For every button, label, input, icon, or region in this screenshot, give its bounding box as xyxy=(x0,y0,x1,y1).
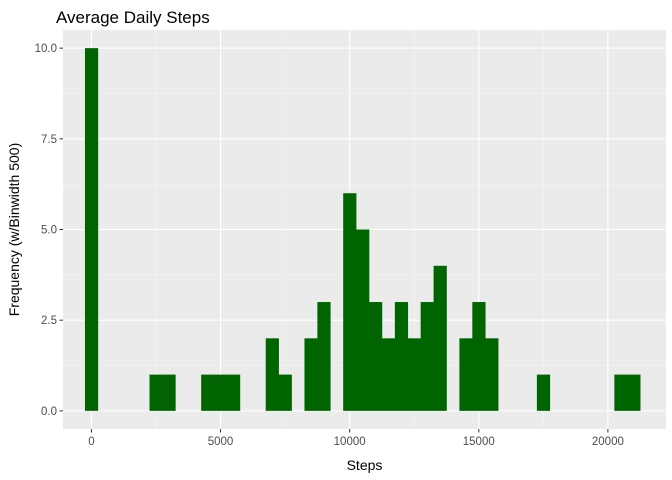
histogram-bar xyxy=(265,338,279,411)
histogram-bar xyxy=(214,374,228,411)
histogram-bar xyxy=(472,302,486,411)
y-axis-title: Frequency (w/Binwidth 500) xyxy=(6,143,22,317)
histogram-bar xyxy=(485,338,499,411)
histogram-bar xyxy=(84,48,99,411)
y-tick-label: 5.0 xyxy=(41,225,57,237)
histogram-bar xyxy=(381,338,396,411)
histogram-bar xyxy=(627,374,641,411)
histogram-bars xyxy=(84,48,641,411)
histogram-bar xyxy=(407,338,421,411)
x-tick-label: 0 xyxy=(88,436,94,448)
histogram-bar xyxy=(459,338,473,411)
histogram-bar xyxy=(201,374,215,411)
y-tick-label: 10.0 xyxy=(35,43,57,55)
chart-title: Average Daily Steps xyxy=(56,8,210,27)
x-tick-label: 20000 xyxy=(592,436,624,448)
x-axis-title: Steps xyxy=(347,457,383,473)
x-tick-label: 5000 xyxy=(208,436,234,448)
histogram-bar xyxy=(369,302,383,411)
histogram-bar xyxy=(433,265,447,411)
x-tick-label: 15000 xyxy=(463,436,495,448)
histogram-bar xyxy=(536,374,551,411)
histogram-bar xyxy=(149,374,163,411)
histogram-bar xyxy=(420,302,434,411)
y-tick-label: 2.5 xyxy=(41,315,57,327)
histogram-bar xyxy=(356,229,370,411)
histogram-bar xyxy=(394,302,409,411)
histogram-bar xyxy=(278,374,292,411)
histogram-bar xyxy=(226,374,241,411)
y-tick-label: 0.0 xyxy=(41,406,57,418)
x-axis-ticks: 0 5000 10000 15000 20000 xyxy=(88,429,624,448)
histogram-bar xyxy=(317,302,331,411)
histogram-bar xyxy=(162,374,176,411)
x-tick-label: 10000 xyxy=(334,436,366,448)
histogram-bar xyxy=(304,338,318,411)
histogram-bar xyxy=(614,374,628,411)
histogram-bar xyxy=(343,193,357,411)
y-axis-ticks: 0.0 2.5 5.0 7.5 10.0 xyxy=(35,43,63,418)
y-tick-label: 7.5 xyxy=(41,134,57,146)
